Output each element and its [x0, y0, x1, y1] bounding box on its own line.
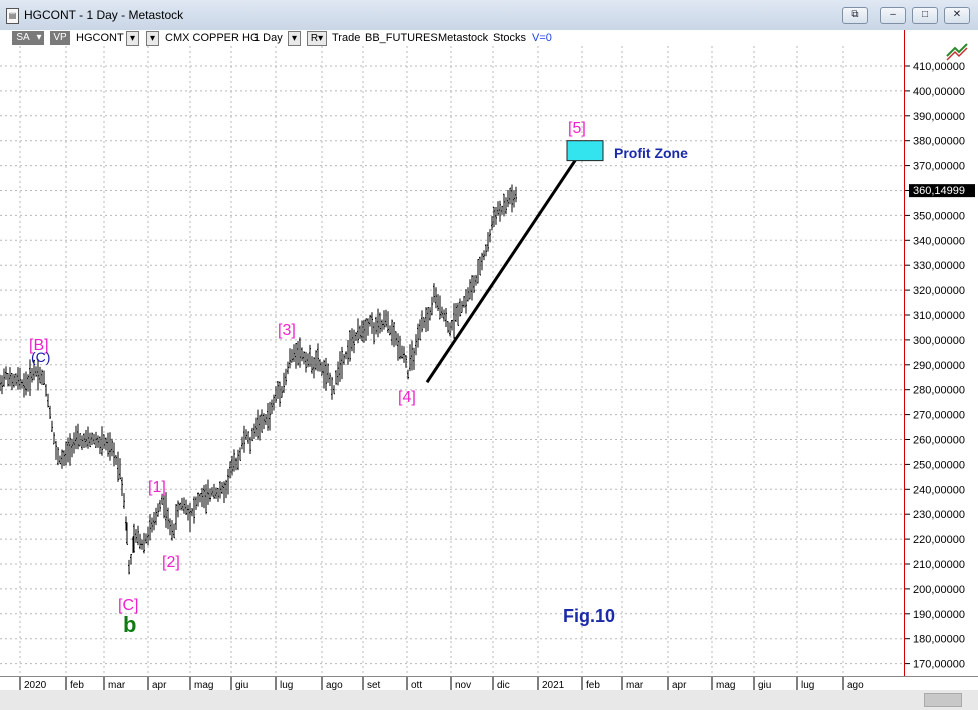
time-tick-label: ott	[411, 680, 422, 691]
wave-label-B: [B]	[29, 337, 49, 354]
price-tick-label: 260,00000	[913, 435, 965, 447]
symbol-label[interactable]: HGCONT	[76, 32, 124, 44]
time-tick-label: dic	[497, 680, 510, 691]
horizontal-scrollbar[interactable]	[0, 690, 978, 710]
scrollbar-thumb[interactable]	[924, 693, 962, 707]
time-axis[interactable]: 2020 feb mar apr mag giu lug ago set ott nov dic 202…	[0, 676, 978, 691]
minimize-button[interactable]: –	[880, 7, 906, 24]
price-tick-label: 170,00000	[913, 659, 965, 671]
data-source: BB_FUTURES	[365, 32, 438, 44]
price-tick-label: 300,00000	[913, 335, 965, 347]
chart-toolbar: SA ▾ VP HGCONT ▾ ▾ CMX COPPER HG 1 Day ▾…	[0, 30, 904, 46]
profit-zone-box	[566, 140, 604, 162]
price-tick-label: 250,00000	[913, 459, 965, 471]
price-scale[interactable]: 410,00000 400,00000 390,00000 380,00000 370,…	[904, 30, 978, 676]
figure-label: Fig.10	[563, 606, 616, 626]
wave-label-5: [5]	[568, 120, 586, 137]
category-label: Stocks	[493, 32, 527, 44]
time-tick-label: feb	[586, 680, 600, 691]
wave-label-c-small: (C)	[31, 349, 51, 365]
wave-trendline	[425, 144, 587, 384]
vp-button[interactable]: VP	[50, 31, 70, 45]
r-label: R	[310, 33, 319, 44]
window-titlebar: ▤ HGCONT - 1 Day - Metastock ⧉ – □ ✕	[0, 0, 978, 31]
symbol-dropdown-icon[interactable]: ▾	[126, 31, 139, 46]
sa-button[interactable]: SA	[12, 31, 34, 45]
time-tick-label: 2021	[542, 680, 565, 691]
chart-svg[interactable]	[0, 46, 904, 676]
security-name: CMX COPPER HG	[165, 32, 259, 44]
time-tick-label: mag	[716, 680, 735, 691]
price-tick-label: 320,00000	[913, 285, 965, 297]
price-tick-label: 270,00000	[913, 410, 965, 422]
price-tick-label: 290,00000	[913, 360, 965, 372]
price-tick-label: 410,00000	[913, 61, 965, 73]
close-button[interactable]: ✕	[944, 7, 970, 24]
trade-label[interactable]: Trade	[332, 32, 361, 44]
profit-zone-label: Profit Zone	[614, 145, 688, 161]
price-tick-label: 190,00000	[913, 609, 965, 621]
price-tick-label: 400,00000	[913, 86, 965, 98]
price-tick-label: 350,00000	[913, 210, 965, 222]
time-tick-label: ago	[326, 680, 343, 691]
volume-label: V=0	[532, 32, 552, 44]
time-tick-label: mag	[194, 680, 213, 691]
price-tick-label: 220,00000	[913, 534, 965, 546]
price-scale-svg: 410,00000 400,00000 390,00000 380,00000 370,…	[905, 43, 975, 671]
time-axis-svg: 2020 feb mar apr mag giu lug ago set ott nov dic 202…	[19, 677, 864, 691]
wave-label-2: [2]	[162, 554, 180, 571]
wave-label-C: [C]	[118, 597, 139, 614]
sa-dropdown-arrow-icon[interactable]: ▾	[34, 31, 44, 45]
time-tick-label: mar	[108, 680, 126, 691]
price-tick-label: 330,00000	[913, 260, 965, 272]
time-tick-label: apr	[672, 680, 687, 691]
time-tick-label: apr	[152, 680, 167, 691]
price-tick-label: 340,00000	[913, 235, 965, 247]
price-tick-label: 390,00000	[913, 111, 965, 123]
price-chart[interactable]: [B] (C) [C] b [1] [2] [3] [4] [5] Profit…	[0, 46, 904, 676]
time-tick-label: mar	[626, 680, 644, 691]
price-tick-label: 180,00000	[913, 634, 965, 646]
price-tick-label: 280,00000	[913, 385, 965, 397]
price-tick-label: 370,00000	[913, 161, 965, 173]
security-menu-icon[interactable]: ▾	[146, 31, 159, 46]
wave-label-b: b	[123, 612, 137, 637]
price-tick-label: 380,00000	[913, 136, 965, 148]
price-tick-label: 240,00000	[913, 484, 965, 496]
price-tick-label: 200,00000	[913, 584, 965, 596]
time-tick-label: lug	[801, 680, 814, 691]
last-price-label: 360,14999	[913, 185, 965, 197]
wave-label-3: [3]	[278, 322, 296, 339]
time-tick-label: lug	[280, 680, 293, 691]
price-tick-label: 210,00000	[913, 559, 965, 571]
time-tick-label: 2020	[24, 680, 47, 691]
period-dropdown-icon[interactable]: ▾	[288, 31, 301, 46]
window-title: HGCONT - 1 Day - Metastock	[24, 8, 184, 22]
last-price-tag	[909, 184, 975, 198]
wave-label-4: [4]	[398, 389, 416, 406]
time-tick-label: feb	[70, 680, 84, 691]
price-tick-label: 230,00000	[913, 509, 965, 521]
time-tick-label: nov	[455, 680, 471, 691]
time-tick-label: giu	[235, 680, 248, 691]
scale-corner-icon	[946, 43, 968, 61]
time-tick-label: set	[367, 680, 381, 691]
r-button[interactable]: R▾	[307, 31, 327, 46]
app-icon: ▤	[6, 8, 19, 24]
period-label[interactable]: 1 Day	[254, 32, 283, 44]
maximize-button[interactable]: □	[912, 7, 938, 24]
price-tick-label: 310,00000	[913, 310, 965, 322]
restore-layout-button[interactable]: ⧉	[842, 7, 868, 24]
app-name: Metastock	[438, 32, 489, 44]
time-tick-label: ago	[847, 680, 864, 691]
wave-label-1: [1]	[148, 479, 166, 496]
time-tick-label: giu	[758, 680, 771, 691]
